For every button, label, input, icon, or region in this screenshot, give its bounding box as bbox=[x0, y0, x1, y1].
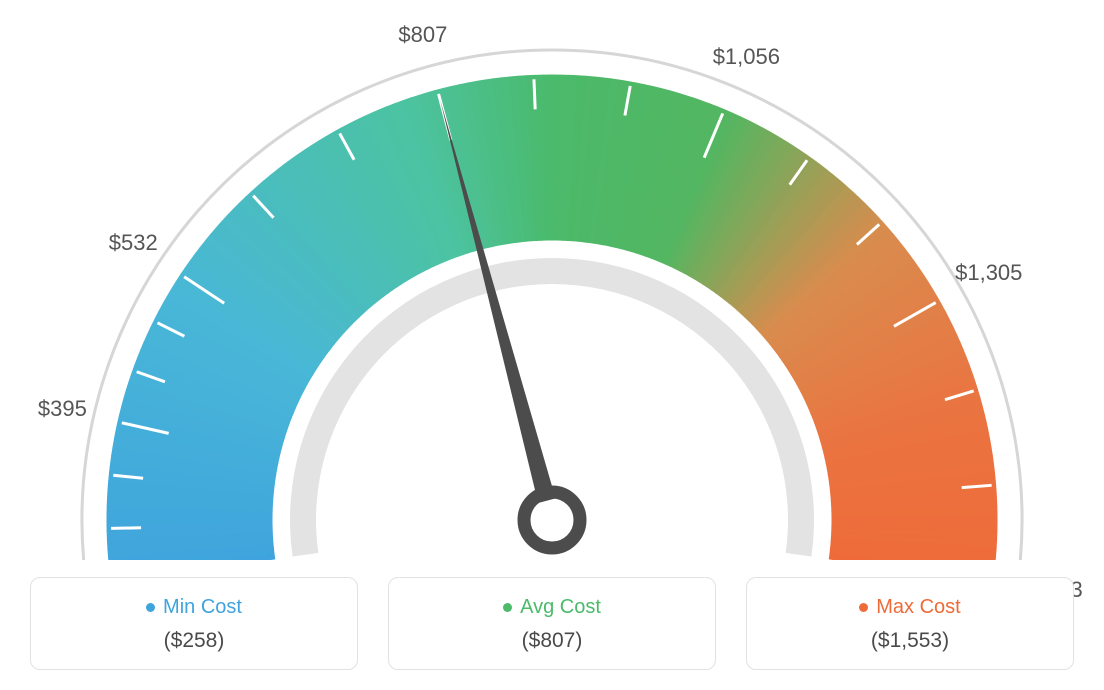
legend-label-max: Max Cost bbox=[876, 596, 960, 619]
legend-value-min: ($258) bbox=[41, 629, 347, 653]
legend-card-avg: Avg Cost ($807) bbox=[388, 577, 716, 670]
gauge-tick-label: $532 bbox=[109, 230, 158, 256]
gauge-tick-label: $1,056 bbox=[713, 44, 780, 70]
legend-dot-max bbox=[859, 603, 868, 612]
gauge-tick-label: $807 bbox=[398, 22, 447, 48]
legend-card-max: Max Cost ($1,553) bbox=[746, 577, 1074, 670]
legend-row: Min Cost ($258) Avg Cost ($807) Max Cost… bbox=[0, 577, 1104, 670]
legend-title-avg: Avg Cost bbox=[503, 596, 601, 619]
gauge-svg bbox=[0, 0, 1104, 560]
legend-dot-avg bbox=[503, 603, 512, 612]
gauge-tick-label: $395 bbox=[38, 396, 87, 422]
legend-title-min: Min Cost bbox=[146, 596, 242, 619]
legend-label-avg: Avg Cost bbox=[520, 596, 601, 619]
legend-value-avg: ($807) bbox=[399, 629, 705, 653]
legend-label-min: Min Cost bbox=[163, 596, 242, 619]
gauge-chart: $258$395$532$807$1,056$1,305$1,553 bbox=[0, 0, 1104, 560]
legend-dot-min bbox=[146, 603, 155, 612]
gauge-tick-label: $1,305 bbox=[955, 260, 1022, 286]
legend-card-min: Min Cost ($258) bbox=[30, 577, 358, 670]
legend-value-max: ($1,553) bbox=[757, 629, 1063, 653]
legend-title-max: Max Cost bbox=[859, 596, 960, 619]
